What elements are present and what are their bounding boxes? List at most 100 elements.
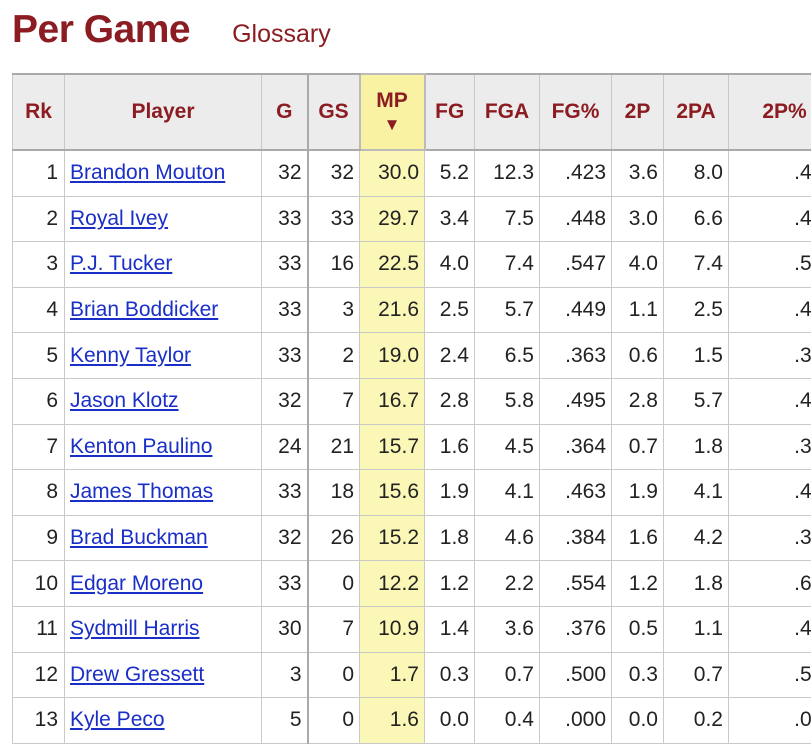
cell-rk: 3 [12,241,65,288]
cell-player: Kyle Peco [64,697,262,744]
cell-fga: 4.5 [474,423,540,471]
cell-mp: 1.7 [359,651,425,699]
cell-player: Jason Klotz [64,377,262,425]
cell-player: Drew Gressett [64,651,262,699]
cell-gs: 33 [306,195,360,243]
cell-2p-pct: .451 [728,286,811,334]
column-header-mp[interactable]: MP ▼ [358,73,426,151]
cell-player: Brandon Mouton [64,149,262,197]
cell-fga: 0.4 [474,697,540,744]
cell-gs: 32 [306,149,360,197]
cell-fg-pct: .547 [539,241,612,288]
cell-mp: 1.6 [359,697,425,744]
cell-2p-pct: .391 [728,514,811,562]
player-link[interactable]: Sydmill Harris [70,617,200,641]
column-header-2p[interactable]: 2P [611,73,664,151]
cell-fga: 4.1 [474,469,540,516]
player-link[interactable]: Kyle Peco [70,708,165,732]
column-header-fga[interactable]: FGA [474,73,540,151]
column-header-player[interactable]: Player [64,73,262,151]
cell-fg-pct: .495 [539,377,612,425]
cell-2pa: 0.7 [663,651,729,699]
column-header-label: Rk [25,100,52,123]
cell-player: Sydmill Harris [64,605,262,653]
cell-rk: 1 [12,149,65,197]
cell-2pa: 4.1 [663,469,729,516]
cell-mp: 21.6 [359,286,425,334]
table-row: 1 Brandon Mouton 32 32 30.0 5.2 12.3.423 3.6 8.0… [12,149,811,197]
cell-g: 33 [261,332,308,379]
cell-fg-pct: .376 [539,605,612,653]
cell-gs: 3 [306,286,360,334]
cell-fg-pct: .449 [539,286,612,334]
player-link[interactable]: James Thomas [70,480,214,504]
cell-2p-pct: .424 [728,605,811,653]
player-link[interactable]: P.J. Tucker [70,252,173,276]
player-link[interactable]: Brandon Mouton [70,161,226,185]
cell-g: 33 [261,286,308,334]
player-link[interactable]: Royal Ivey [70,206,169,230]
cell-player: P.J. Tucker [64,241,262,288]
cell-fg-pct: .463 [539,469,612,516]
cell-player: Kenny Taylor [64,332,262,379]
cell-rk: 13 [12,697,65,744]
glossary-link[interactable]: Glossary [232,20,331,48]
player-link[interactable]: Brad Buckman [70,526,208,550]
cell-2p: 0.7 [611,423,664,471]
cell-fg-pct: .000 [539,697,612,744]
cell-player: Edgar Moreno [64,560,262,607]
table-body: 1 Brandon Mouton 32 32 30.0 5.2 12.3.423 3.6 8.0… [12,149,811,744]
cell-g: 24 [261,423,308,471]
cell-rk: 8 [12,469,65,516]
cell-fg: 1.4 [424,605,475,653]
cell-player: Brad Buckman [64,514,262,562]
cell-2p: 0.0 [611,697,664,744]
cell-2p: 0.6 [611,332,664,379]
column-header-rk[interactable]: Rk [12,73,65,151]
cell-fg-pct: .423 [539,149,612,197]
cell-mp: 16.7 [359,377,425,425]
cell-mp: 22.5 [359,241,425,288]
table-row: 4 Brian Boddicker 33 3 21.6 2.5 5.7.449 1.1 2.5.… [12,286,811,334]
cell-2p: 4.0 [611,241,664,288]
column-header-fg-pct[interactable]: FG% [539,73,612,151]
cell-2pa: 5.7 [663,377,729,425]
cell-fg: 4.0 [424,241,475,288]
column-header-g[interactable]: G [261,73,308,151]
cell-2p: 3.0 [611,195,664,243]
page-title: Per Game [12,8,191,51]
cell-fga: 4.6 [474,514,540,562]
cell-g: 3 [261,651,308,699]
column-header-2p-pct[interactable]: 2P% [728,73,811,151]
cell-2pa: 1.1 [663,605,729,653]
cell-2pa: 1.5 [663,332,729,379]
cell-gs: 18 [306,469,360,516]
cell-2pa: 6.6 [663,195,729,243]
cell-2p: 1.2 [611,560,664,607]
cell-2p-pct: .456 [728,195,811,243]
cell-gs: 7 [306,377,360,425]
column-header-fg[interactable]: FG [424,73,475,151]
cell-fg-pct: .363 [539,332,612,379]
column-header-2pa[interactable]: 2PA [663,73,729,151]
column-header-gs[interactable]: GS [306,73,360,151]
cell-rk: 10 [12,560,65,607]
column-header-label: GS [318,100,349,123]
player-link[interactable]: Edgar Moreno [70,571,204,595]
player-link[interactable]: Brian Boddicker [70,298,219,322]
cell-rk: 9 [12,514,65,562]
player-link[interactable]: Drew Gressett [70,662,205,686]
cell-2p: 1.9 [611,469,664,516]
cell-rk: 2 [12,195,65,243]
player-link[interactable]: Kenton Paulino [70,434,213,458]
cell-fg: 3.4 [424,195,475,243]
player-link[interactable]: Jason Klotz [70,389,179,413]
player-link[interactable]: Kenny Taylor [70,343,192,367]
cell-mp: 30.0 [359,149,425,197]
cell-gs: 21 [306,423,360,471]
column-header-label: FG [435,100,465,123]
cell-gs: 0 [306,651,360,699]
